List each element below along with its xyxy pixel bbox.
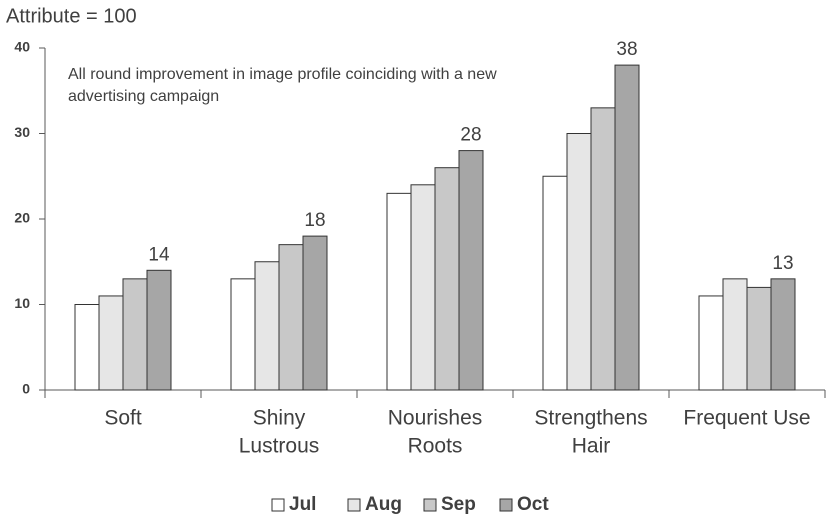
bar xyxy=(254,261,280,391)
bar xyxy=(746,286,772,391)
legend-label: Aug xyxy=(365,494,402,515)
bar xyxy=(230,278,256,391)
bar xyxy=(146,269,172,391)
legend-swatch xyxy=(271,498,285,512)
bar xyxy=(98,295,124,391)
bar xyxy=(302,235,328,391)
legend-swatch xyxy=(423,498,437,512)
bar xyxy=(278,244,304,391)
legend-label: Oct xyxy=(517,494,549,515)
legend-swatch xyxy=(347,498,361,512)
y-tick-label: 10 xyxy=(14,295,30,311)
bar xyxy=(122,278,148,391)
data-label: 28 xyxy=(460,125,481,146)
chart-title: Attribute = 100 xyxy=(6,5,137,27)
x-tick-label: Roots xyxy=(408,435,463,458)
bar xyxy=(614,64,640,391)
bar xyxy=(770,278,796,391)
data-label: 14 xyxy=(148,244,170,265)
annotation: All round improvement in image profile c… xyxy=(68,66,497,105)
x-tick-label: Frequent Use xyxy=(683,407,810,430)
data-label: 38 xyxy=(616,39,637,60)
bar xyxy=(434,167,460,391)
y-tick-label: 40 xyxy=(14,39,30,55)
data-label: 13 xyxy=(772,253,793,274)
x-tick-label: Shiny xyxy=(253,407,306,430)
bar xyxy=(458,150,484,391)
bar xyxy=(698,295,724,391)
y-tick-label: 20 xyxy=(14,210,30,226)
bar xyxy=(722,278,748,391)
data-label: 18 xyxy=(304,210,325,231)
bar xyxy=(74,304,100,391)
bar xyxy=(410,184,436,391)
x-tick-label: Soft xyxy=(104,407,142,430)
x-tick-label: Hair xyxy=(572,435,611,458)
bar xyxy=(542,175,568,391)
legend-label: Jul xyxy=(289,494,316,515)
bar xyxy=(590,107,616,391)
x-tick-label: Nourishes xyxy=(388,407,483,430)
y-tick-label: 0 xyxy=(22,381,30,397)
x-tick-label: Lustrous xyxy=(239,435,320,458)
legend-swatch xyxy=(499,498,513,512)
x-tick-label: Strengthens xyxy=(534,407,647,430)
y-tick-label: 30 xyxy=(14,124,30,140)
bar xyxy=(566,133,592,391)
bar xyxy=(386,192,412,391)
legend-label: Sep xyxy=(441,494,476,515)
